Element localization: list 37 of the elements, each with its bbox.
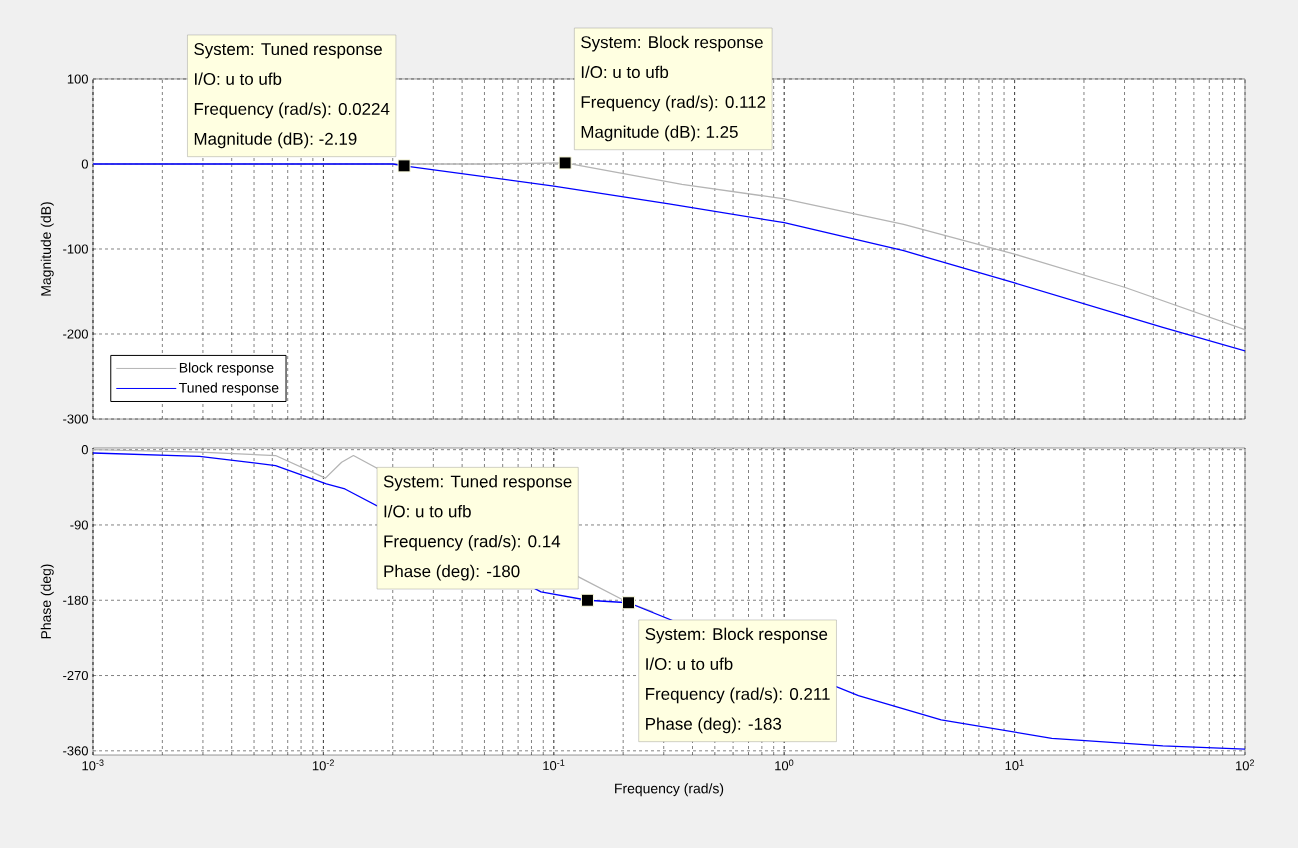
annotation: Phase (deg): -183 (646, 717, 782, 734)
x-tick-label: 10$^{1}$ (1005, 759, 1024, 771)
annotation: Frequency (rad/s): 0.112 (581, 95, 766, 112)
y-axis-title: Magnitude (dB) (40, 202, 54, 296)
y-tick-label: -180 (63, 595, 88, 605)
y-tick-label: 0 (81, 445, 88, 455)
y-tick-label: -100 (63, 244, 88, 254)
y-tick-label: -270 (63, 670, 88, 681)
text: I/O: u to ufb (581, 65, 669, 79)
y-tick-label: 0 (81, 159, 88, 169)
annotation: Phase (deg): -180 (384, 564, 520, 581)
legend-label: Block response (179, 362, 274, 376)
annotation: I/O: u to ufb (195, 72, 282, 86)
x-tick-label: 10$^{-3}$ (82, 759, 104, 771)
text: System: Block response (581, 35, 763, 52)
y-axis-title: Phase (deg) (40, 564, 54, 639)
annotation: Magnitude (dB): 1.25 (581, 125, 738, 142)
y-tick-label: -360 (63, 746, 88, 756)
annotation: I/O: u to ufb (646, 657, 733, 671)
text: System: Tuned response (194, 42, 382, 59)
legend-label: Tuned response (179, 382, 279, 396)
x-tick-label: 10$^{2}$ (1236, 759, 1255, 771)
annotation: System: Block response (645, 627, 828, 644)
annotation: System: Tuned response (383, 475, 572, 491)
y-tick-label: -200 (63, 329, 88, 339)
y-tick-label: -90 (70, 520, 88, 530)
x-tick-label: 10$^{0}$ (775, 759, 794, 771)
x-tick-label: 10$^{-1}$ (543, 759, 565, 771)
annotation: Frequency (rad/s): 0.0224 (194, 102, 390, 119)
annotation: I/O: u to ufb (384, 504, 471, 518)
y-tick-label: 100 (67, 74, 88, 84)
x-tick-label: 10$^{-2}$ (312, 759, 334, 771)
annotation: Frequency (rad/s): 0.14 (384, 534, 561, 551)
y-tick-label: -300 (63, 414, 88, 424)
annotation: Magnitude (dB): -2.19 (194, 132, 357, 149)
x-axis-title: Frequency (rad/s) (615, 783, 724, 797)
annotation: Frequency (rad/s): 0.211 (646, 687, 830, 704)
